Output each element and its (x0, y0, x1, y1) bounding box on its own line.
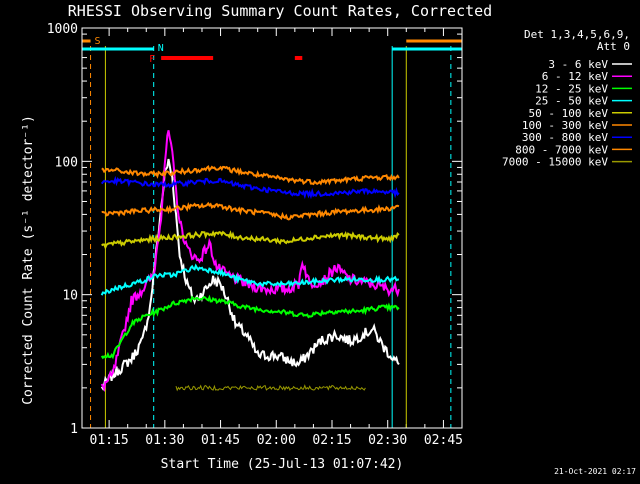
legend-header-line-2: Att 0 (597, 40, 630, 53)
legend-label: 7000 - 15000 keV (502, 156, 608, 169)
legend-label: 3 - 6 keV (548, 58, 608, 71)
y-tick-label: 100 (55, 155, 78, 170)
top-markers: S NF (82, 36, 462, 65)
y-tick-label: 1 (70, 422, 78, 437)
x-tick-label: 01:45 (201, 433, 240, 448)
x-axis-label: Start Time (25-Jul-13 01:07:42) (161, 457, 404, 472)
x-tick-label: 01:15 (90, 433, 129, 448)
legend-label: 50 - 100 keV (529, 107, 609, 120)
flare-marker-label: F (149, 54, 155, 65)
x-tick-label: 01:30 (145, 433, 184, 448)
series-line (175, 384, 366, 392)
series-line (100, 175, 400, 200)
y-axis-label-group: Corrected Count Rate (s⁻¹ detector⁻¹) (21, 115, 36, 405)
x-tick-label: 02:45 (424, 433, 463, 448)
y-tick-label: 1000 (47, 22, 78, 37)
x-tick-label: 02:15 (312, 433, 351, 448)
x-tick-label: 02:00 (257, 433, 296, 448)
legend-label: 25 - 50 keV (535, 95, 608, 108)
series-line (101, 165, 400, 186)
vertical-lines (90, 46, 452, 428)
y-axis-label: Corrected Count Rate (s⁻¹ detector⁻¹) (21, 115, 36, 405)
legend-header-line-1: Det 1,3,4,5,6,9, (524, 28, 630, 41)
x-tick-label: 02:30 (368, 433, 407, 448)
legend-label: 6 - 12 keV (542, 70, 609, 83)
series-line (101, 201, 400, 221)
series-line (100, 158, 400, 391)
series-group (100, 130, 400, 393)
plot-frame (81, 27, 463, 429)
footer-date: 21-Oct-2021 02:17 (554, 467, 636, 476)
legend-label: 800 - 7000 keV (515, 143, 608, 156)
y-tick-label: 10 (62, 289, 78, 304)
legend-label: 12 - 25 keV (535, 82, 608, 95)
series-line (101, 230, 400, 250)
chart-title: RHESSI Observing Summary Count Rates, Co… (68, 2, 492, 20)
legend-label: 300 - 800 keV (522, 131, 608, 144)
series-line (100, 263, 399, 296)
night-marker-label: N (158, 43, 164, 54)
legend-label: 100 - 300 keV (522, 119, 608, 132)
saa-marker-label: S (95, 36, 101, 47)
series-line (100, 130, 400, 393)
series-line (100, 294, 400, 360)
